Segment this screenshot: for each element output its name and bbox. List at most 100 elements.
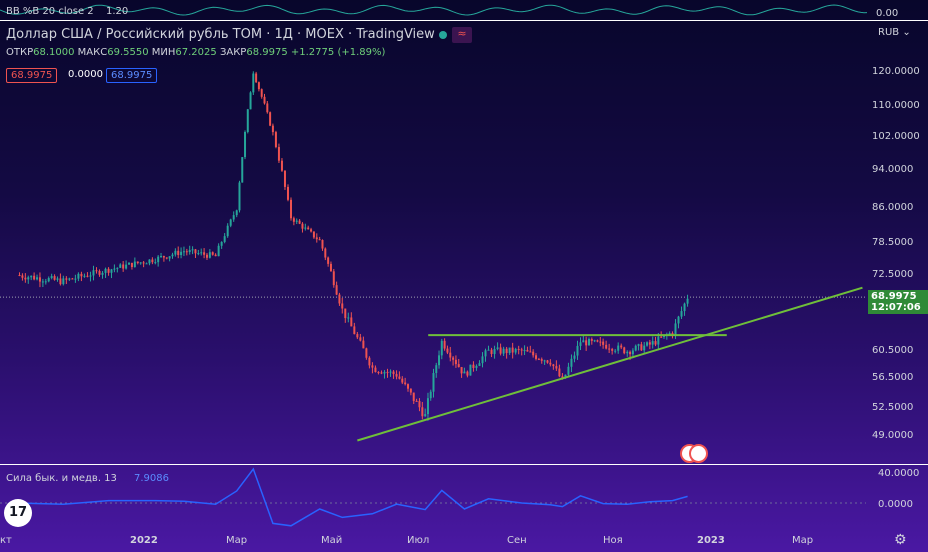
candle-body xyxy=(537,358,540,360)
candle-body xyxy=(269,112,272,126)
time-tick-label: кт xyxy=(0,535,12,546)
candle-body xyxy=(116,267,119,269)
candle-body xyxy=(246,109,249,133)
top-indicator-plot xyxy=(0,4,868,16)
candle-body xyxy=(529,351,532,353)
candle-body xyxy=(53,276,56,280)
candle-body xyxy=(460,367,463,374)
candle-body xyxy=(327,257,330,264)
symbol-title[interactable]: Доллар США / Российский рубль TOM · 1Д ·… xyxy=(6,27,435,42)
candle-body xyxy=(359,337,362,341)
candle-body xyxy=(280,160,283,171)
time-tick-label: Июл xyxy=(407,535,430,546)
bottom-indicator-label[interactable]: Сила бык. и медв. 13 xyxy=(6,473,117,484)
candle-body xyxy=(151,259,154,263)
ohlc-row: ОТКР68.1000 МАКС69.5550 МИН67.2025 ЗАКР6… xyxy=(6,47,385,58)
candle-body xyxy=(98,270,101,275)
candle-body xyxy=(421,407,424,417)
candle-body xyxy=(377,372,380,374)
candle-body xyxy=(30,275,33,278)
candle-body xyxy=(443,340,446,349)
candle-body xyxy=(252,73,255,93)
candle-body xyxy=(454,359,457,365)
candle-body xyxy=(33,275,36,280)
bottom-indicator-value: 7.9086 xyxy=(134,473,169,484)
candle-body xyxy=(350,317,353,327)
candle-body xyxy=(605,344,608,349)
price-chart[interactable] xyxy=(0,21,928,465)
candle-body xyxy=(95,270,98,272)
candle-body xyxy=(77,273,80,279)
candle-body xyxy=(113,268,116,270)
candle-body xyxy=(469,364,472,376)
candle-body xyxy=(555,366,558,369)
candle-body xyxy=(208,252,211,258)
candle-body xyxy=(440,340,443,356)
currency-selector[interactable]: RUB ⌄ xyxy=(878,27,911,38)
candle-body xyxy=(122,264,125,269)
low-label: МИН xyxy=(151,47,176,58)
candle-body xyxy=(133,261,136,268)
candle-body xyxy=(517,349,520,351)
candle-body xyxy=(617,345,620,351)
candle-body xyxy=(380,372,383,374)
pane-separator-bottom[interactable] xyxy=(0,464,928,465)
market-status-dot xyxy=(439,31,447,39)
top-indicator-label[interactable]: BB %B 20 close 2 xyxy=(6,6,94,17)
pane-separator[interactable] xyxy=(0,20,928,21)
candle-body xyxy=(44,281,47,283)
bull-bear-power-line xyxy=(16,467,688,527)
price-tick-label: 49.0000 xyxy=(872,430,914,441)
candle-body xyxy=(646,342,649,346)
candle-body xyxy=(596,340,599,342)
candle-body xyxy=(338,294,341,304)
candle-body xyxy=(599,341,602,343)
spread-badge: 0.0000 xyxy=(68,69,103,80)
candle-body xyxy=(165,257,168,259)
candle-body xyxy=(582,340,585,343)
tradingview-logo[interactable]: 17 xyxy=(4,499,32,527)
candle-body xyxy=(499,347,502,354)
candle-body xyxy=(211,252,214,255)
candle-body xyxy=(220,241,223,246)
candle-body xyxy=(298,220,301,224)
candle-body xyxy=(487,349,490,351)
candle-body xyxy=(490,349,493,354)
candle-body xyxy=(59,278,62,285)
candle-body xyxy=(371,365,374,368)
time-tick-label: Мар xyxy=(792,535,814,546)
candle-body xyxy=(36,277,39,280)
price-tick-label: 72.5000 xyxy=(872,269,914,280)
currency-label: RUB xyxy=(878,27,900,38)
bid-badge[interactable]: 68.9975 xyxy=(6,68,58,83)
candle-body xyxy=(543,360,546,362)
candle-body xyxy=(226,225,229,237)
candle-body xyxy=(432,373,435,392)
approx-icon[interactable]: ≈ xyxy=(452,27,472,43)
candle-body xyxy=(188,250,191,253)
price-tick-label: 56.5000 xyxy=(872,372,914,383)
ask-badge[interactable]: 68.9975 xyxy=(106,68,158,83)
candle-body xyxy=(608,348,611,350)
settings-gear-icon[interactable]: ⚙ xyxy=(894,532,907,548)
candle-body xyxy=(341,303,344,309)
candle-body xyxy=(205,254,208,258)
candle-body xyxy=(266,103,269,113)
candle-body xyxy=(290,199,293,219)
ru-flag-icon[interactable] xyxy=(689,444,708,463)
candle-body xyxy=(89,275,92,277)
candle-body xyxy=(415,400,418,402)
candle-body xyxy=(614,350,617,352)
candle-body xyxy=(392,371,395,375)
candle-body xyxy=(200,252,203,254)
candle-body xyxy=(332,271,335,286)
time-tick-label: 2023 xyxy=(697,535,725,546)
candle-body xyxy=(579,342,582,346)
candle-body xyxy=(255,73,258,83)
candle-body xyxy=(229,219,232,226)
candle-body xyxy=(590,339,593,341)
price-tick-label: 60.5000 xyxy=(872,345,914,356)
candle-body xyxy=(472,364,475,368)
candle-body xyxy=(401,378,404,383)
candle-body xyxy=(585,340,588,346)
